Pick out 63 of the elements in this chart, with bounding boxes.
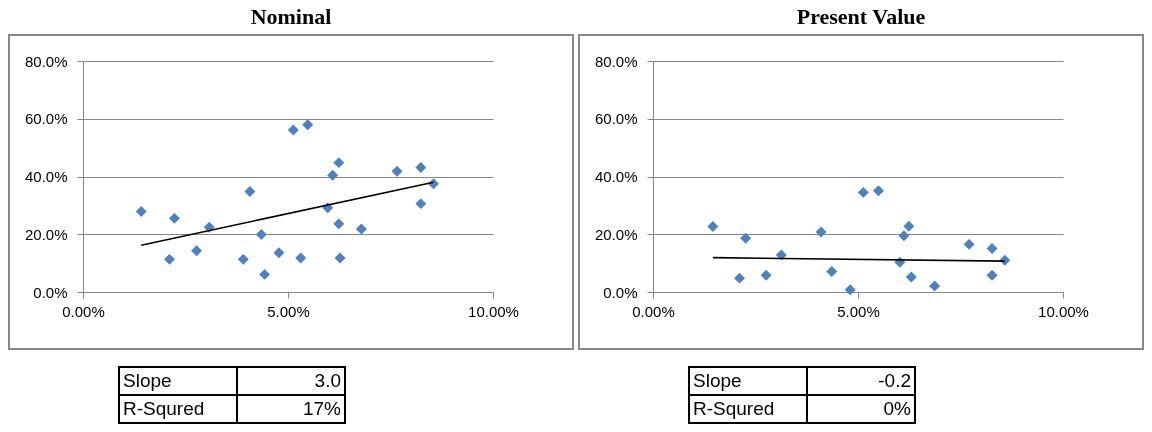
text: -0.2 — [807, 367, 915, 395]
point — [244, 186, 256, 197]
point — [255, 229, 267, 241]
point — [775, 249, 787, 261]
y-tick-label: 20.0% — [594, 225, 638, 243]
point — [963, 238, 975, 250]
point — [415, 198, 427, 210]
point — [415, 162, 427, 174]
chart-title: Present Value — [795, 3, 927, 31]
point — [302, 119, 314, 131]
point — [135, 205, 147, 217]
point — [815, 226, 827, 238]
y-tick-label: 80.0% — [24, 52, 68, 70]
point — [929, 280, 941, 292]
point — [168, 212, 180, 224]
point — [760, 269, 772, 281]
y-tick-label: 0.0% — [33, 283, 68, 301]
x-tick-label: 10.00% — [1038, 302, 1089, 320]
point — [707, 220, 719, 232]
point — [237, 253, 249, 265]
x-tick-label: 0.00% — [62, 302, 105, 320]
point — [295, 252, 307, 264]
text: Slope — [689, 367, 807, 395]
point — [327, 169, 339, 181]
point — [391, 165, 403, 177]
y-tick-label: 60.0% — [24, 110, 68, 128]
point — [857, 186, 869, 198]
x-tick-label: 10.00% — [468, 302, 519, 320]
point — [287, 124, 299, 136]
point — [826, 266, 838, 277]
text: 17% — [237, 395, 345, 423]
point — [844, 284, 856, 296]
point — [986, 242, 998, 254]
y-tick-label: 0.0% — [603, 283, 638, 301]
text: 0% — [807, 395, 915, 423]
point — [986, 269, 998, 281]
y-tick-label: 40.0% — [24, 168, 68, 185]
text: R-Squred — [689, 395, 807, 423]
point — [191, 245, 203, 257]
x-tick-label: 0.00% — [632, 302, 675, 320]
point — [333, 157, 345, 169]
y-tick-label: 80.0% — [594, 52, 638, 70]
y-tick-label: 20.0% — [24, 225, 68, 243]
point — [740, 232, 752, 244]
point — [334, 252, 346, 264]
point — [903, 220, 915, 232]
point — [873, 185, 884, 197]
y-tick-label: 40.0% — [594, 168, 638, 185]
point — [905, 271, 917, 283]
point — [355, 223, 367, 235]
point — [333, 218, 345, 230]
chart-title: Nominal — [249, 3, 333, 31]
point — [273, 247, 285, 259]
y-tick-label: 60.0% — [594, 110, 638, 128]
x-tick-label: 5.00% — [837, 302, 880, 320]
point — [898, 230, 910, 242]
text: 3.0 — [237, 367, 345, 395]
text: R-Squred — [119, 395, 237, 423]
point — [259, 268, 271, 280]
point — [734, 272, 745, 284]
x-tick-label: 5.00% — [267, 302, 310, 320]
text: Slope — [119, 367, 237, 395]
point — [164, 253, 175, 265]
